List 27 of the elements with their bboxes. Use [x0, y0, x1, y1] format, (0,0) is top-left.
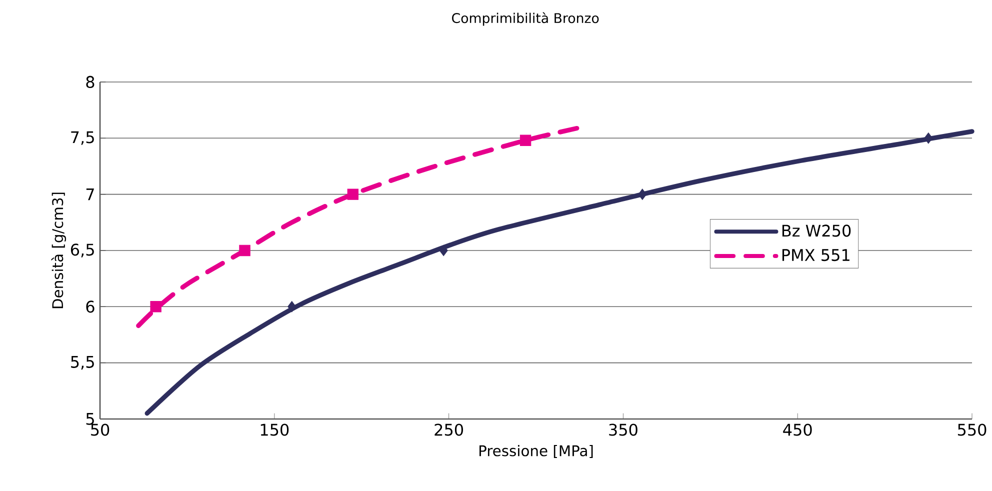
- chart-title: Comprimibilità Bronzo: [452, 12, 599, 26]
- point: [150, 301, 162, 312]
- x-tick-label: 250: [434, 424, 464, 436]
- y-tick-label: 5: [86, 413, 94, 425]
- x-tick-label: 350: [609, 424, 638, 436]
- line-series: [144, 129, 974, 416]
- y-tick-label: 7,5: [71, 131, 94, 145]
- x-tick-label: 150: [260, 424, 289, 436]
- point: [924, 132, 933, 144]
- x-axis-title: Pressione [MPa]: [480, 444, 593, 458]
- x-tick-label: 450: [783, 424, 812, 436]
- y-axis-title: Densità [g/cm3]: [51, 192, 66, 308]
- point: [239, 244, 250, 256]
- y-tick-label: 5,5: [71, 356, 94, 370]
- legend-label: Bz W250: [782, 224, 851, 237]
- y-tick-label: 6: [86, 300, 94, 313]
- y-tick-label: 7: [86, 188, 94, 200]
- y-tick-label: 6,5: [70, 244, 94, 258]
- x-tick-label: 550: [958, 424, 986, 436]
- point: [288, 301, 296, 312]
- x-tick-label: 50: [91, 424, 110, 436]
- point: [520, 134, 532, 146]
- point: [439, 244, 448, 256]
- legend-label: PMX 551: [782, 249, 850, 262]
- point: [638, 188, 647, 200]
- y-tick-label: 8: [86, 76, 94, 88]
- point: [347, 188, 358, 200]
